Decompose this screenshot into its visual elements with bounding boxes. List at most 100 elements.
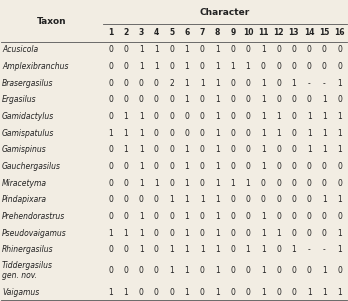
Text: 1: 1 xyxy=(184,45,189,54)
Text: 4: 4 xyxy=(154,28,159,37)
Text: 9: 9 xyxy=(230,28,235,37)
Text: 1: 1 xyxy=(246,62,251,71)
Text: 1: 1 xyxy=(108,287,113,296)
Text: Ergasilus: Ergasilus xyxy=(2,95,37,104)
Text: 1: 1 xyxy=(124,145,128,154)
Text: 0: 0 xyxy=(108,178,113,188)
Text: 0: 0 xyxy=(200,178,205,188)
Text: 1: 1 xyxy=(292,79,296,88)
Text: 1: 1 xyxy=(292,245,296,254)
Text: 0: 0 xyxy=(322,45,327,54)
Text: 1: 1 xyxy=(322,145,327,154)
Text: 0: 0 xyxy=(246,45,251,54)
Text: 0: 0 xyxy=(139,266,144,275)
Text: 0: 0 xyxy=(337,162,342,171)
Text: 0: 0 xyxy=(307,162,311,171)
Text: 0: 0 xyxy=(322,212,327,221)
Text: 1: 1 xyxy=(139,162,143,171)
Text: 0: 0 xyxy=(276,266,281,275)
Text: 0: 0 xyxy=(108,45,113,54)
Text: 0: 0 xyxy=(139,195,144,204)
Text: 0: 0 xyxy=(200,129,205,138)
Text: 0: 0 xyxy=(230,112,235,121)
Text: 1: 1 xyxy=(337,195,342,204)
Text: 1: 1 xyxy=(230,62,235,71)
Text: 0: 0 xyxy=(154,95,159,104)
Text: 1: 1 xyxy=(276,228,281,237)
Text: 1: 1 xyxy=(261,266,266,275)
Text: 1: 1 xyxy=(184,266,189,275)
Text: 0: 0 xyxy=(169,287,174,296)
Text: 0: 0 xyxy=(246,266,251,275)
Text: 0: 0 xyxy=(169,162,174,171)
Text: 1: 1 xyxy=(215,79,220,88)
Text: 1: 1 xyxy=(337,129,342,138)
Text: Tiddergasilus
gen. nov.: Tiddergasilus gen. nov. xyxy=(2,261,53,281)
Text: Character: Character xyxy=(200,8,250,17)
Text: 11: 11 xyxy=(258,28,269,37)
Text: 1: 1 xyxy=(322,129,327,138)
Text: 1: 1 xyxy=(246,245,251,254)
Text: 16: 16 xyxy=(334,28,345,37)
Text: 0: 0 xyxy=(307,95,311,104)
Text: 1: 1 xyxy=(261,45,266,54)
Text: -: - xyxy=(323,79,326,88)
Text: 1: 1 xyxy=(322,112,327,121)
Text: 0: 0 xyxy=(246,228,251,237)
Text: 0: 0 xyxy=(337,178,342,188)
Text: 0: 0 xyxy=(246,195,251,204)
Text: 1: 1 xyxy=(184,287,189,296)
Text: 0: 0 xyxy=(291,162,296,171)
Text: 1: 1 xyxy=(184,95,189,104)
Text: 0: 0 xyxy=(124,245,128,254)
Text: Miracetyma: Miracetyma xyxy=(2,178,47,188)
Text: 1: 1 xyxy=(184,178,189,188)
Text: 0: 0 xyxy=(322,228,327,237)
Text: 0: 0 xyxy=(200,212,205,221)
Text: 0: 0 xyxy=(154,162,159,171)
Text: 1: 1 xyxy=(139,112,143,121)
Text: 1: 1 xyxy=(184,79,189,88)
Text: 1: 1 xyxy=(337,228,342,237)
Text: 0: 0 xyxy=(200,145,205,154)
Text: 0: 0 xyxy=(337,266,342,275)
Text: 1: 1 xyxy=(215,195,220,204)
Text: Pseudovaigamus: Pseudovaigamus xyxy=(2,228,67,237)
Text: 1: 1 xyxy=(215,162,220,171)
Text: 1: 1 xyxy=(139,228,143,237)
Text: 1: 1 xyxy=(139,178,143,188)
Text: 0: 0 xyxy=(139,95,144,104)
Text: 1: 1 xyxy=(124,287,128,296)
Text: 0: 0 xyxy=(200,162,205,171)
Text: 0: 0 xyxy=(108,62,113,71)
Text: 0: 0 xyxy=(169,129,174,138)
Text: 0: 0 xyxy=(337,45,342,54)
Text: 0: 0 xyxy=(169,95,174,104)
Text: 1: 1 xyxy=(261,162,266,171)
Text: 0: 0 xyxy=(184,112,189,121)
Text: 3: 3 xyxy=(139,28,144,37)
Text: 1: 1 xyxy=(200,195,205,204)
Text: 0: 0 xyxy=(124,45,128,54)
Text: 0: 0 xyxy=(276,195,281,204)
Text: 0: 0 xyxy=(200,45,205,54)
Text: 1: 1 xyxy=(184,162,189,171)
Text: 0: 0 xyxy=(322,162,327,171)
Text: 1: 1 xyxy=(139,245,143,254)
Text: 0: 0 xyxy=(184,129,189,138)
Text: 0: 0 xyxy=(230,95,235,104)
Text: 0: 0 xyxy=(154,112,159,121)
Text: 0: 0 xyxy=(291,45,296,54)
Text: 0: 0 xyxy=(108,212,113,221)
Text: 1: 1 xyxy=(184,212,189,221)
Text: Gamispatulus: Gamispatulus xyxy=(2,129,55,138)
Text: Taxon: Taxon xyxy=(37,17,66,26)
Text: 0: 0 xyxy=(230,195,235,204)
Text: 0: 0 xyxy=(154,245,159,254)
Text: 1: 1 xyxy=(108,228,113,237)
Text: 1: 1 xyxy=(215,287,220,296)
Text: 1: 1 xyxy=(322,266,327,275)
Text: Brasergasilus: Brasergasilus xyxy=(2,79,54,88)
Text: 0: 0 xyxy=(124,178,128,188)
Text: 0: 0 xyxy=(124,212,128,221)
